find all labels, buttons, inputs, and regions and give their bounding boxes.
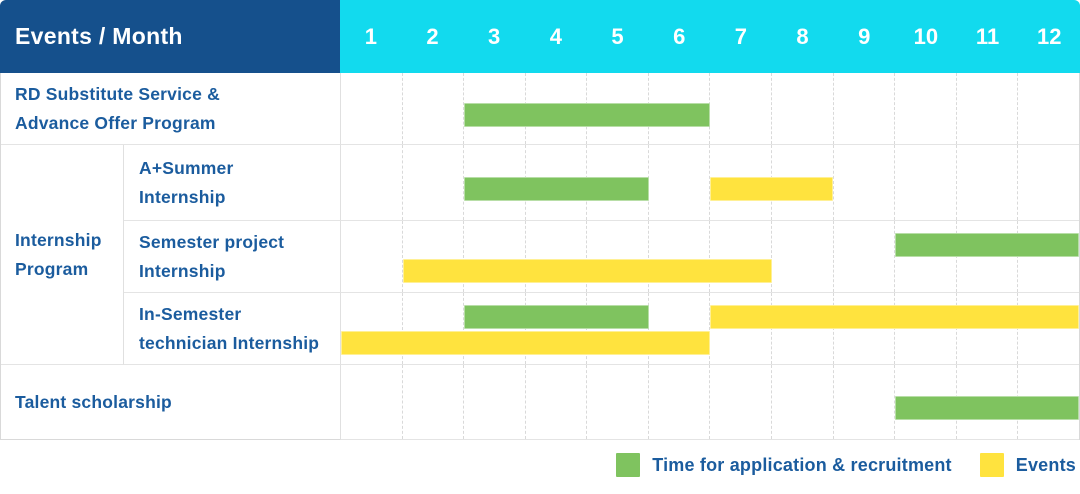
month-gridline (463, 293, 525, 364)
row-label-line: Advance Offer Program (15, 112, 216, 133)
row-chart-area (341, 365, 1079, 440)
month-gridline (1017, 73, 1079, 144)
month-gridline (955, 145, 1018, 220)
row-chart-area (341, 73, 1079, 145)
month-gridline (771, 221, 833, 292)
month-gridline (647, 365, 710, 439)
month-gridline (341, 221, 402, 292)
group-label-line: Internship (15, 230, 102, 251)
month-gridline (1017, 145, 1079, 220)
gantt-table: Events / Month 1 2 3 4 5 6 7 8 9 10 11 12 Internshi… (0, 0, 1080, 440)
month-header-cell: 4 (549, 23, 562, 49)
month-header-cell: 5 (611, 23, 624, 49)
events-bar (710, 305, 1079, 329)
month-gridline (463, 73, 525, 144)
row-label-line: Talent scholarship (15, 392, 172, 413)
month-gridline (955, 73, 1018, 144)
month-header-cell: 7 (734, 23, 747, 49)
events-swatch (979, 453, 1004, 477)
row-label-line: In-Semester (139, 304, 242, 325)
header-row: Events / Month 1 2 3 4 5 6 7 8 9 10 11 12 (0, 0, 1080, 73)
month-gridline (647, 221, 710, 292)
month-header-cell: 11 (975, 23, 1000, 49)
month-gridline (586, 365, 648, 439)
row-chart-area (341, 145, 1079, 221)
month-gridline (463, 365, 525, 439)
month-gridline (401, 365, 464, 439)
row-label: In-Semester technician Internship (124, 293, 341, 365)
row-label-line: A+Summer (139, 158, 234, 179)
recruitment-bar (464, 102, 710, 127)
month-gridline (894, 73, 956, 144)
row-label-line: RD Substitute Service & (15, 84, 220, 105)
row-label: Semester project Internship (124, 221, 341, 293)
events-bar (402, 259, 772, 283)
month-gridline (771, 365, 833, 439)
month-gridline (832, 365, 895, 439)
month-gridline (401, 145, 464, 220)
events-bar (341, 331, 710, 355)
table-body: Internship Program RD Substitute Service &… (1, 73, 1079, 440)
legend-item-recruitment: Time for application & recruitment (616, 453, 952, 477)
month-gridline (341, 365, 402, 439)
recruitment-swatch (616, 453, 641, 477)
month-gridline (586, 221, 648, 292)
month-gridline (709, 221, 771, 292)
recruitment-bar (894, 233, 1079, 257)
row-label: A+Summer Internship (124, 145, 341, 221)
month-header-cell: 9 (858, 23, 871, 49)
month-gridline (832, 73, 895, 144)
month-header-cell: 3 (488, 23, 501, 49)
row-label-line: Internship (139, 186, 226, 207)
month-gridline (524, 221, 587, 292)
events-bar (710, 176, 833, 201)
legend-item-events: Events (979, 453, 1076, 477)
month-gridline (463, 221, 525, 292)
month-gridline (341, 73, 402, 144)
month-header-cell: 12 (1036, 23, 1062, 49)
month-gridline (401, 293, 464, 364)
month-gridline (341, 145, 402, 220)
row-label-line: technician Internship (139, 332, 320, 353)
month-gridline (524, 365, 587, 439)
legend: Time for application & recruitment Events (616, 453, 1076, 477)
month-header-cell: 8 (796, 23, 809, 49)
month-gridline (832, 145, 895, 220)
legend-label: Events (1015, 454, 1076, 475)
row-label: RD Substitute Service & Advance Offer Pro… (1, 73, 341, 145)
month-header-cell: 2 (426, 23, 439, 49)
month-gridline (709, 73, 771, 144)
month-gridline (647, 145, 710, 220)
month-gridline (709, 293, 771, 364)
month-gridline (894, 145, 956, 220)
month-header-cell: 1 (364, 23, 377, 49)
events-month-header: Events / Month (0, 0, 340, 73)
row-group-label-internship-program: Internship Program (1, 145, 124, 365)
month-gridline (401, 73, 464, 144)
recruitment-bar (894, 396, 1079, 420)
row-chart-area (341, 221, 1079, 293)
row-label: Talent scholarship (1, 365, 341, 440)
row-chart-area (341, 293, 1079, 365)
month-gridline (771, 73, 833, 144)
month-header-row: 1 2 3 4 5 6 7 8 9 10 11 12 (340, 0, 1080, 73)
month-gridline (709, 145, 771, 220)
row-label-line: Internship (139, 260, 226, 281)
month-gridline (463, 145, 525, 220)
recruitment-bar (464, 176, 649, 201)
legend-label: Time for application & recruitment (652, 454, 952, 475)
month-header-cell: 6 (673, 23, 686, 49)
group-label-line: Program (15, 258, 89, 279)
month-gridline (832, 221, 895, 292)
month-gridline (401, 221, 464, 292)
recruitment-bar (464, 305, 649, 329)
month-gridline (709, 365, 771, 439)
month-header-cell: 10 (913, 23, 939, 49)
row-label-line: Semester project (139, 232, 285, 253)
